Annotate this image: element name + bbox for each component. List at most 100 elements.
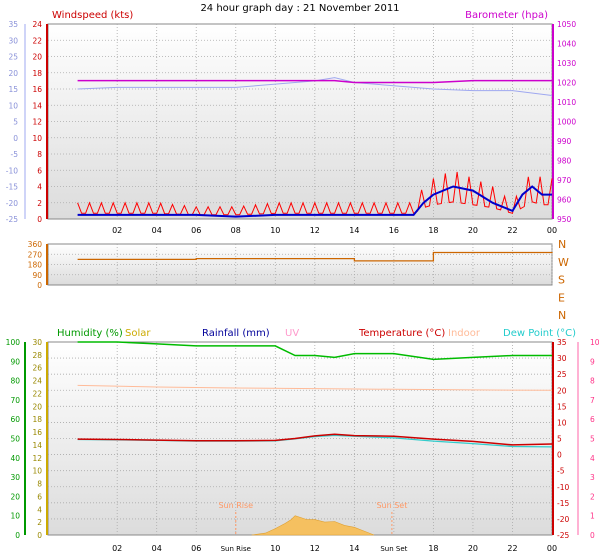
barometer-tick-label: 1010 bbox=[557, 98, 576, 107]
uv-tick-label: 7 bbox=[590, 396, 595, 405]
wind-x-tick-label: 00 bbox=[547, 226, 557, 235]
temperature-tick-label: 0 bbox=[557, 451, 562, 460]
weather-x-tick-label: 04 bbox=[152, 544, 162, 553]
solar-tick-label: 24 bbox=[32, 377, 42, 386]
temperature-tick-label: 15 bbox=[557, 402, 567, 411]
solar-tick-label: 20 bbox=[32, 402, 42, 411]
solar-tick-label: 26 bbox=[32, 364, 42, 373]
legend-item: Temperature (°C) bbox=[358, 328, 445, 339]
barometer-tick-label: 950 bbox=[557, 215, 572, 224]
uv-tick-label: 8 bbox=[590, 377, 595, 386]
direction-tick-label: 0 bbox=[37, 281, 42, 290]
sunrise-marker-label: Sun Rise bbox=[218, 501, 253, 510]
temperature-tick-label: -15 bbox=[557, 499, 569, 508]
uv-tick-label: 6 bbox=[590, 415, 595, 424]
solar-tick-label: 2 bbox=[37, 518, 42, 527]
temperature-line bbox=[77, 433, 553, 446]
weather-x-tick-label: 12 bbox=[310, 544, 320, 553]
weather-x-tick-label: 00 bbox=[547, 544, 557, 553]
wind-x-tick-label: 10 bbox=[270, 226, 280, 235]
wind-direction-line bbox=[77, 251, 553, 262]
outer-temp-tick-label: -5 bbox=[11, 150, 19, 159]
humidity-line bbox=[77, 341, 552, 361]
humidity-tick-label: 100 bbox=[6, 338, 21, 347]
uv-tick-label: 5 bbox=[590, 435, 595, 444]
temperature-tick-label: 5 bbox=[557, 435, 562, 444]
direction-tick-label: 360 bbox=[28, 240, 43, 249]
outer-temp-tick-label: 30 bbox=[8, 36, 18, 45]
temperature-tick-label: 25 bbox=[557, 370, 567, 379]
wind-tick-label: 18 bbox=[32, 69, 42, 78]
temperature-tick-label: -25 bbox=[557, 531, 569, 540]
compass-label: N bbox=[558, 309, 566, 322]
wind-speed-line bbox=[77, 185, 552, 218]
weather-x-tick-label: 02 bbox=[112, 544, 122, 553]
barometer-tick-label: 990 bbox=[557, 137, 572, 146]
outer-temp-tick-label: 25 bbox=[8, 53, 18, 62]
barometer-tick-label: 1040 bbox=[557, 40, 576, 49]
humidity-tick-label: 90 bbox=[10, 357, 20, 366]
humidity-tick-label: 70 bbox=[10, 396, 20, 405]
barometer-tick-label: 970 bbox=[557, 176, 572, 185]
direction-tick-label: 270 bbox=[28, 250, 43, 259]
uv-tick-label: 9 bbox=[590, 357, 595, 366]
outer-temp-tick-label: -15 bbox=[6, 183, 18, 192]
weather-x-tick-label: 22 bbox=[507, 544, 517, 553]
wind-tick-label: 0 bbox=[37, 215, 42, 224]
legend-item: Humidity (%) bbox=[57, 328, 123, 339]
uv-tick-label: 10 bbox=[590, 338, 600, 347]
barometer-line bbox=[77, 79, 552, 84]
solar-tick-label: 22 bbox=[32, 389, 42, 398]
wind-x-tick-label: 22 bbox=[507, 226, 517, 235]
wind-tick-label: 6 bbox=[37, 166, 42, 175]
barometer-tick-label: 980 bbox=[557, 157, 572, 166]
barometer-tick-label: 1020 bbox=[557, 79, 576, 88]
humidity-tick-label: 10 bbox=[10, 512, 20, 521]
humidity-tick-label: 30 bbox=[10, 473, 20, 482]
wind-tick-label: 4 bbox=[37, 183, 42, 192]
temperature-tick-label: 20 bbox=[557, 386, 567, 395]
barometer-axis-label: Barometer (hpa) bbox=[465, 10, 548, 21]
legend-item: Rainfall (mm) bbox=[202, 328, 270, 339]
barometer-tick-label: 960 bbox=[557, 196, 572, 205]
humidity-tick-label: 40 bbox=[10, 454, 20, 463]
wind-tick-label: 24 bbox=[32, 20, 42, 29]
solar-tick-label: 30 bbox=[32, 338, 42, 347]
outer-temp-tick-label: -10 bbox=[6, 166, 18, 175]
temperature-tick-label: -20 bbox=[557, 515, 569, 524]
chart-title: 24 hour graph day : 21 November 2011 bbox=[200, 3, 399, 14]
solar-tick-label: 8 bbox=[37, 480, 42, 489]
barometer-tick-label: 1000 bbox=[557, 118, 576, 127]
wind-tick-label: 22 bbox=[32, 36, 42, 45]
solar-tick-label: 6 bbox=[37, 492, 42, 501]
legend-item: Solar bbox=[125, 328, 151, 339]
outer-temp-tick-label: -25 bbox=[6, 215, 18, 224]
compass-label: N bbox=[558, 238, 566, 251]
gust-line bbox=[77, 171, 553, 216]
outer-temp-tick-label: 0 bbox=[13, 134, 18, 143]
direction-tick-label: 90 bbox=[32, 271, 42, 280]
wind-x-tick-label: 16 bbox=[389, 226, 399, 235]
weather-x-tick-label: 18 bbox=[428, 544, 438, 553]
uv-tick-label: 4 bbox=[590, 454, 595, 463]
wind-tick-label: 16 bbox=[32, 85, 42, 94]
outer-temp-tick-label: 5 bbox=[13, 118, 18, 127]
humidity-tick-label: 0 bbox=[15, 531, 20, 540]
weather-x-tick-label: Sun Rise bbox=[221, 545, 251, 553]
weather-x-tick-label: 06 bbox=[191, 544, 201, 553]
legend-item: UV bbox=[285, 328, 299, 339]
indoor-temperature-line bbox=[77, 384, 553, 391]
uv-tick-label: 0 bbox=[590, 531, 595, 540]
solar-area bbox=[251, 515, 375, 536]
weather-x-tick-label: 14 bbox=[349, 544, 359, 553]
barometer-tick-label: 1030 bbox=[557, 59, 576, 68]
solar-tick-label: 0 bbox=[37, 531, 42, 540]
compass-label: S bbox=[558, 274, 565, 287]
temperature-tick-label: 35 bbox=[557, 338, 567, 347]
wind-x-tick-label: 02 bbox=[112, 226, 122, 235]
wind-x-tick-label: 12 bbox=[310, 226, 320, 235]
solar-tick-label: 12 bbox=[32, 454, 42, 463]
wind-x-tick-label: 06 bbox=[191, 226, 201, 235]
outer-temp-tick-label: 35 bbox=[8, 20, 18, 29]
